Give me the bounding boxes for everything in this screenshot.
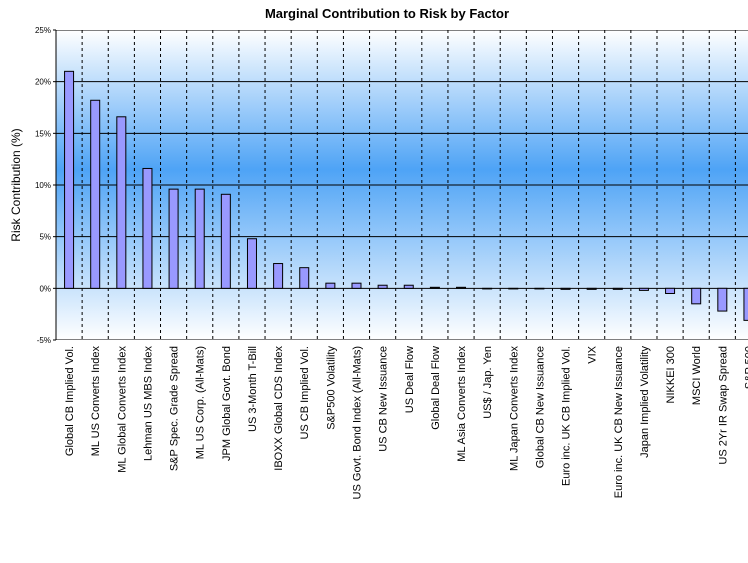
bar [220,193,231,289]
bar [612,287,623,290]
x-tick-label: Japan Implied Volatility [639,346,651,458]
bar [299,267,310,289]
y-tick-label: 20% [35,78,51,87]
x-tick-label: US CB New Issuance [378,346,390,452]
y-tick-label: 15% [35,129,51,138]
x-tick-label: ML Asia Converts Index [456,346,468,462]
y-axis-label: Risk Contribution (%) [9,128,23,241]
bar [743,287,748,321]
bar [194,188,205,289]
bar [691,287,702,305]
x-tick-label: ML US Converts Index [90,346,102,457]
x-tick-label: ML US Corp. (All-Mats) [195,346,207,459]
bar [429,286,440,289]
bar [717,287,728,312]
bar [403,284,414,289]
x-tick-label: US Govt. Bond Index (All-Mats) [351,346,363,499]
bars [64,70,748,321]
x-axis-tick-labels: Global CB Implied Vol. ML US Converts Ind… [64,345,748,499]
x-tick-label: JPM Global Govt. Bond [221,346,233,461]
x-tick-label: US$ / Jap. Yen [482,346,494,419]
bar [482,287,493,290]
x-tick-label: US 2Yr IR Swap Spread [717,346,729,465]
x-tick-label: ML Japan Converts Index [508,346,520,471]
bar [246,238,257,289]
y-tick-label: -5% [37,336,51,345]
bar [64,70,75,289]
y-tick-label: 10% [35,181,51,190]
x-tick-label: US 3-Month T-Bill [247,346,259,432]
x-tick-label: S&P Spec. Grade Spread [169,346,181,471]
x-tick-label: Euro inc. UK CB Implied Vol. [561,346,573,486]
bar [560,287,571,290]
x-tick-label: S&P 500 [743,346,748,389]
x-tick-label: VIX [587,345,599,363]
x-tick-label: NIKKEI 300 [665,346,677,403]
bar [351,282,362,289]
chart-title: Marginal Contribution to Risk by Factor [265,6,509,21]
y-tick-label: 25% [35,26,51,35]
y-tick-label: 5% [39,233,51,242]
bar [325,282,336,289]
bar [377,284,388,289]
grid-lines [56,30,748,340]
y-axis-ticks: -5% 0% 5% 10% 15% 20% 25% [35,26,56,345]
x-tick-label: IBOXX Global CDS Index [273,346,285,471]
bar [90,99,101,289]
x-tick-label: Global CB Implied Vol. [64,346,76,456]
x-tick-label: Lehman US MBS Index [142,346,154,461]
x-tick-label: Global Deal Flow [430,346,442,430]
bar [586,287,597,290]
bar [534,287,545,290]
bar [456,286,467,289]
x-tick-label: S&P500 Volatility [325,346,337,430]
bar [508,287,519,290]
x-tick-label: US CB Implied Vol. [299,346,311,440]
y-tick-label: 0% [39,284,51,293]
x-tick-label: US Deal Flow [404,346,416,413]
x-tick-label: Euro inc. UK CB New Issuance [613,346,625,498]
bar [273,263,284,289]
bar [116,116,127,289]
bar [142,167,153,289]
bar [638,287,649,291]
x-tick-label: MSCI World [691,346,703,405]
bar [168,188,179,289]
bar [665,287,676,295]
x-tick-label: ML Global Converts Index [116,346,128,473]
x-tick-label: Global CB New Issuance [534,346,546,468]
